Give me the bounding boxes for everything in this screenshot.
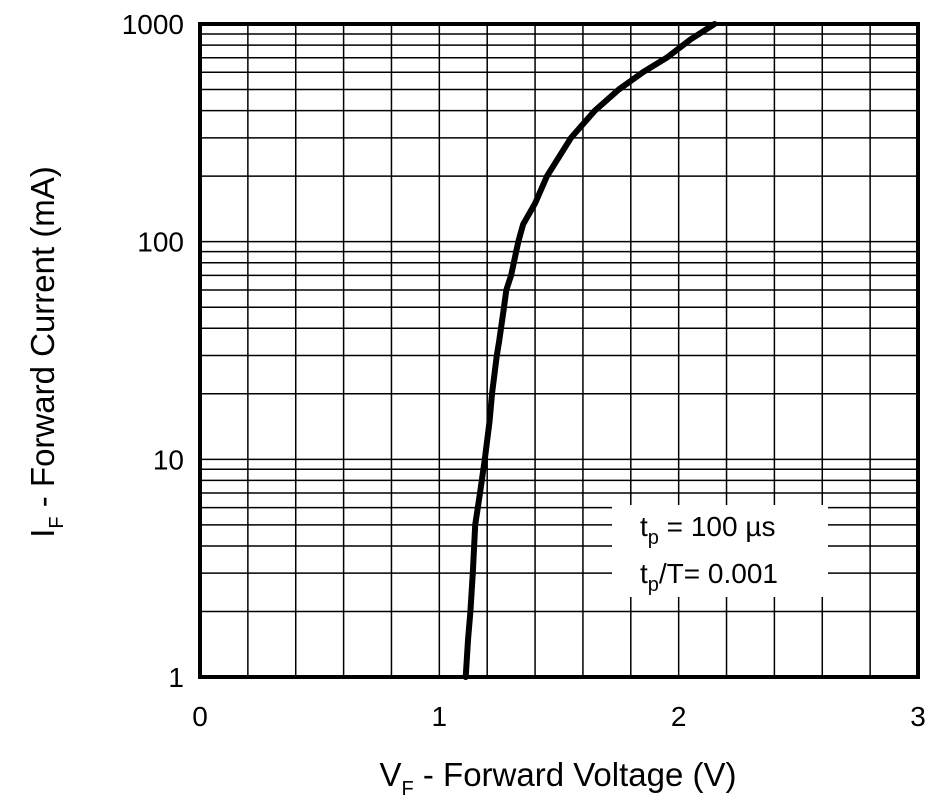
plot-frame (198, 22, 920, 679)
y-tick-label: 1 (168, 662, 184, 693)
y-tick-label: 10 (153, 444, 184, 475)
annotation-line-1: tp = 100 µs (640, 511, 775, 549)
annotation-box (612, 505, 828, 597)
grid-lines (200, 24, 918, 677)
y-tick-labels: 1 10 100 1000 (122, 9, 184, 693)
x-tick-label: 1 (432, 701, 448, 732)
y-tick-label: 100 (137, 227, 184, 258)
x-tick-labels: 0 1 2 3 (192, 701, 926, 732)
forward-voltage-curve (462, 21, 718, 680)
x-tick-label: 0 (192, 701, 208, 732)
x-tick-label: 3 (910, 701, 926, 732)
y-axis-label: IF - Forward Current (mA) (24, 166, 68, 538)
x-axis-label: VF - Forward Voltage (V) (379, 756, 736, 799)
x-tick-label: 2 (671, 701, 687, 732)
y-tick-label: 1000 (122, 9, 184, 40)
annotation-line-2: tp/T= 0.001 (640, 558, 778, 596)
